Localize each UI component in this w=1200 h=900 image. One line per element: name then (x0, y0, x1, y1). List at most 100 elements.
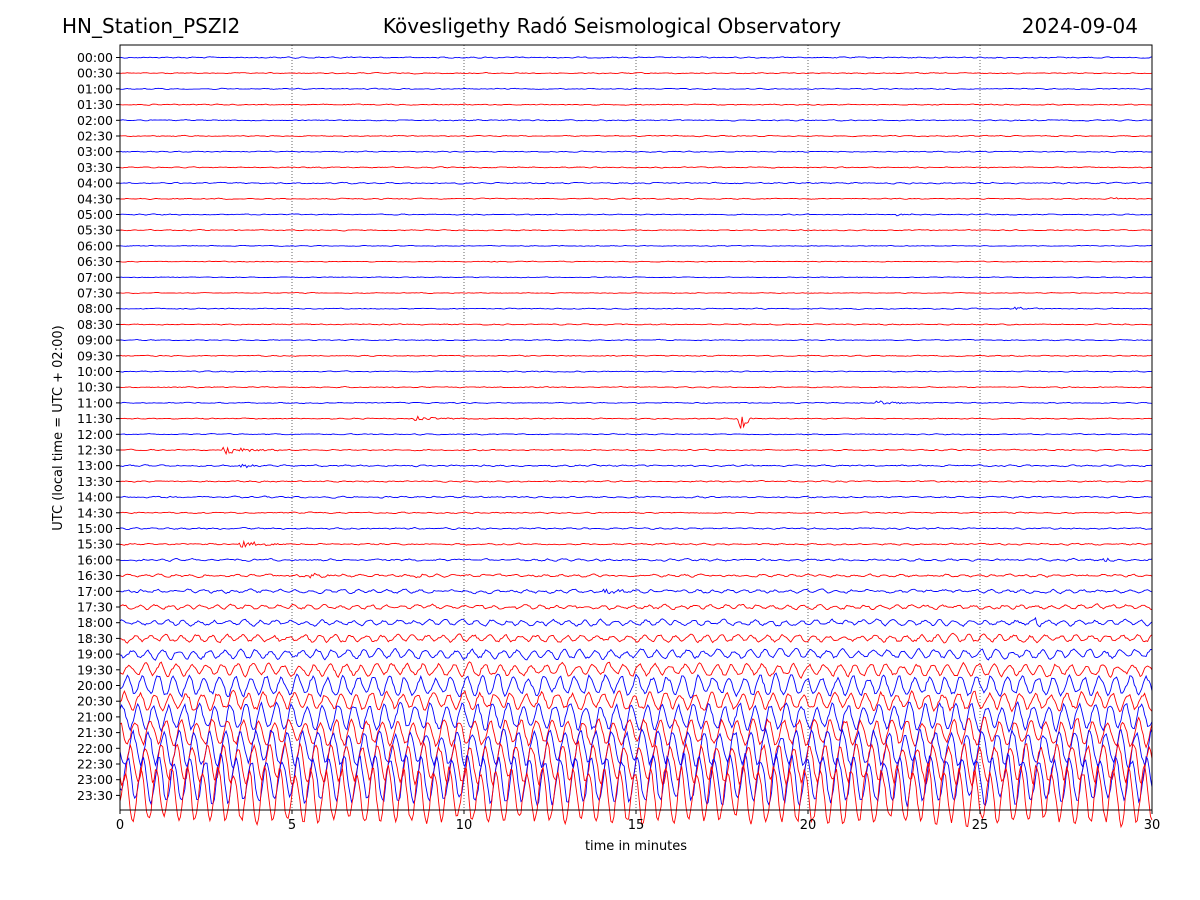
trace-row-0500 (119, 213, 1153, 217)
x-tick-label: 25 (972, 818, 989, 833)
plot-area (120, 45, 1152, 810)
x-tick-label: 20 (800, 818, 817, 833)
seismogram-traces (119, 56, 1153, 829)
row-time-label: 06:30 (77, 254, 113, 269)
row-time-label: 01:30 (77, 97, 113, 112)
row-time-label: 02:00 (77, 113, 113, 128)
y-axis-label: UTC (local time = UTC + 02:00) (51, 325, 66, 530)
trace-row-2100 (119, 701, 1153, 733)
row-time-label: 07:30 (77, 286, 113, 301)
row-time-label: 14:00 (77, 490, 113, 505)
row-time-label: 11:00 (77, 395, 113, 410)
trace-row-1000 (119, 370, 1153, 373)
trace-row-1700 (119, 588, 1153, 595)
chart-date: 2024-09-04 (1021, 14, 1138, 38)
row-time-labels: 00:0000:3001:0001:3002:0002:3003:0003:30… (77, 50, 120, 803)
row-time-label: 08:00 (77, 301, 113, 316)
row-time-label: 19:00 (77, 647, 113, 662)
trace-row-2200 (119, 727, 1153, 770)
row-time-label: 21:00 (77, 709, 113, 724)
row-time-label: 20:30 (77, 694, 113, 709)
row-time-label: 04:00 (77, 176, 113, 191)
trace-row-1800 (119, 616, 1153, 628)
row-time-label: 05:30 (77, 223, 113, 238)
row-time-label: 06:00 (77, 238, 113, 253)
trace-row-1630 (119, 572, 1153, 579)
row-time-label: 09:00 (77, 333, 113, 348)
trace-row-1230 (119, 446, 1152, 456)
x-tick-label: 0 (116, 818, 124, 833)
row-time-label: 22:30 (77, 757, 113, 772)
row-time-label: 04:30 (77, 191, 113, 206)
trace-row-1330 (119, 480, 1152, 483)
trace-row-1600 (119, 557, 1153, 562)
trace-row-2000 (119, 672, 1153, 699)
chart-title: Kövesligethy Radó Seismological Observat… (382, 14, 842, 38)
row-time-label: 00:30 (77, 66, 113, 81)
row-time-label: 18:30 (77, 631, 113, 646)
row-time-label: 12:00 (77, 427, 113, 442)
row-time-label: 13:00 (77, 458, 113, 473)
x-axis-label: time in minutes (585, 839, 687, 854)
row-time-label: 14:30 (77, 505, 113, 520)
trace-row-0730 (119, 291, 1153, 294)
trace-row-0130 (119, 103, 1153, 106)
row-time-label: 11:30 (77, 411, 113, 426)
row-time-label: 22:00 (77, 741, 113, 756)
row-time-label: 02:30 (77, 129, 113, 144)
trace-row-1900 (119, 647, 1153, 661)
trace-row-0430 (119, 197, 1153, 200)
trace-row-1830 (119, 632, 1153, 644)
row-time-label: 12:30 (77, 443, 113, 458)
row-time-label: 01:00 (77, 81, 113, 96)
trace-row-1430 (119, 511, 1152, 515)
x-tick-label: 15 (628, 818, 645, 833)
station-name: HN_Station_PSZI2 (62, 14, 241, 38)
trace-row-1130 (119, 415, 1153, 429)
row-time-label: 16:30 (77, 568, 113, 583)
x-tick-label: 10 (456, 818, 473, 833)
x-tick-label: 30 (1144, 818, 1161, 833)
x-tick-label: 5 (288, 818, 296, 833)
row-time-label: 03:00 (77, 144, 113, 159)
trace-row-0700 (119, 276, 1153, 279)
trace-row-0030 (120, 71, 1153, 75)
trace-row-0100 (119, 87, 1153, 91)
row-time-label: 03:30 (77, 160, 113, 175)
trace-row-0400 (119, 181, 1153, 185)
row-time-label: 21:30 (77, 725, 113, 740)
trace-row-0830 (119, 323, 1153, 326)
trace-row-1200 (119, 433, 1152, 436)
row-time-label: 07:00 (77, 270, 113, 285)
trace-row-0900 (119, 338, 1153, 342)
trace-row-0200 (119, 119, 1153, 122)
trace-row-0000 (119, 56, 1153, 59)
trace-row-1300 (119, 463, 1153, 469)
trace-row-2300 (119, 752, 1153, 808)
trace-row-0330 (119, 166, 1153, 169)
trace-row-0930 (119, 354, 1152, 357)
row-time-label: 08:30 (77, 317, 113, 332)
row-time-label: 15:00 (77, 521, 113, 536)
trace-row-0800 (119, 306, 1153, 311)
trace-row-0530 (119, 229, 1153, 232)
trace-row-2030 (119, 689, 1153, 713)
trace-row-0630 (119, 260, 1153, 263)
row-time-label: 19:30 (77, 662, 113, 677)
row-time-label: 18:00 (77, 615, 113, 630)
row-time-label: 15:30 (77, 537, 113, 552)
x-axis-ticks: 0 5 10 15 20 25 30 (116, 810, 1160, 833)
trace-row-1930 (119, 661, 1153, 680)
row-time-label: 09:30 (77, 348, 113, 363)
trace-row-1530 (120, 539, 1153, 548)
row-time-label: 13:30 (77, 474, 113, 489)
trace-row-2130 (119, 716, 1153, 749)
row-time-label: 17:00 (77, 584, 113, 599)
trace-row-1730 (119, 603, 1153, 611)
trace-row-0600 (119, 244, 1153, 247)
trace-row-1500 (120, 526, 1153, 531)
row-time-label: 10:00 (77, 364, 113, 379)
row-time-label: 10:30 (77, 380, 113, 395)
row-time-label: 05:00 (77, 207, 113, 222)
